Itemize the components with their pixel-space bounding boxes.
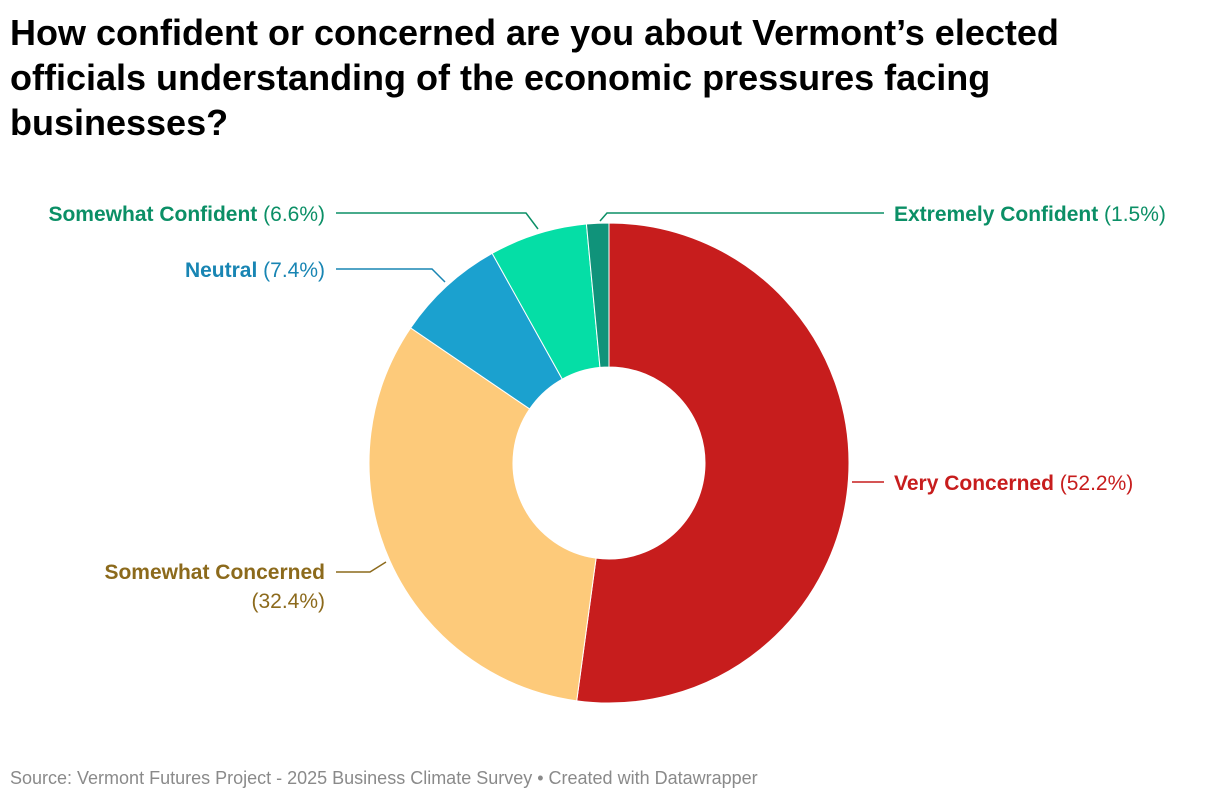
slice-very-concerned xyxy=(576,222,850,704)
label-value-extremely-confident: (1.5%) xyxy=(1098,203,1166,226)
label-value-somewhat-concerned: (32.4%) xyxy=(251,590,325,613)
label-value-neutral: (7.4%) xyxy=(257,259,325,282)
leader-extremely-confident xyxy=(599,212,884,222)
label-name-somewhat-confident: Somewhat Confident xyxy=(48,203,257,226)
label-name-very-concerned: Very Concerned xyxy=(894,472,1054,495)
label-name-somewhat-concerned: Somewhat Concerned xyxy=(104,561,325,584)
chart-title: How confident or concerned are you about… xyxy=(10,12,1059,143)
source-note: Source: Vermont Futures Project - 2025 B… xyxy=(10,768,758,788)
label-value-somewhat-confident: (6.6%) xyxy=(257,203,325,226)
slice-extremely-confident xyxy=(585,222,610,368)
label-somewhat-concerned: Somewhat Concerned xyxy=(104,561,325,584)
label-neutral: Neutral (7.4%) xyxy=(185,259,325,282)
label-name-extremely-confident: Extremely Confident xyxy=(894,203,1098,226)
leader-lines xyxy=(336,212,884,573)
slice-somewhat-concerned xyxy=(368,327,597,702)
slice-labels: Very Concerned (52.2%) Somewhat Concerned… xyxy=(48,203,1165,613)
donut-chart: Very Concerned (52.2%) Somewhat Concerned… xyxy=(48,203,1166,704)
label-value-very-concerned: (52.2%) xyxy=(1054,472,1133,495)
leader-somewhat-confident xyxy=(336,212,539,230)
label-name-neutral: Neutral xyxy=(185,259,257,282)
leader-somewhat-concerned xyxy=(336,561,387,573)
donut-slices xyxy=(368,222,850,704)
label-very-concerned: Very Concerned (52.2%) xyxy=(894,472,1133,495)
label-somewhat-confident: Somewhat Confident (6.6%) xyxy=(48,203,325,226)
leader-neutral xyxy=(336,268,446,283)
label-extremely-confident: Extremely Confident (1.5%) xyxy=(894,203,1166,226)
